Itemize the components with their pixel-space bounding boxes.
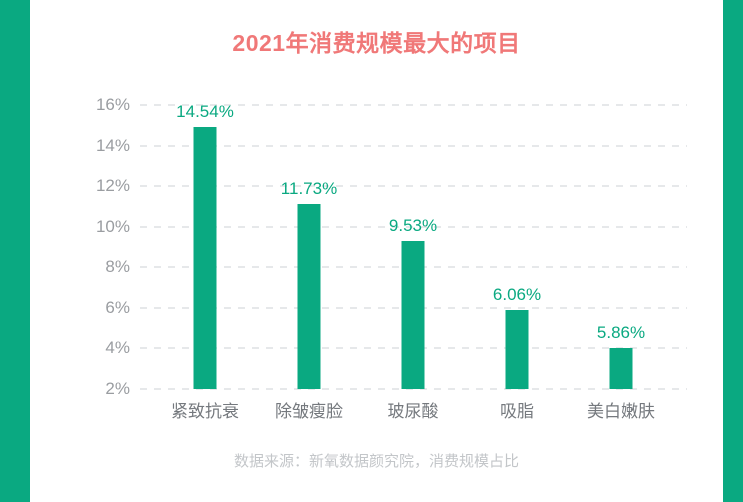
- gridline: [140, 388, 687, 390]
- y-tick-label: 12%: [95, 176, 130, 196]
- bar: [297, 204, 321, 389]
- gridline: [140, 185, 687, 188]
- category-label: 紧致抗衰: [171, 402, 239, 421]
- bar: [401, 240, 425, 389]
- chart-title: 2021年消费规模最大的项目: [232, 30, 521, 56]
- y-axis: 16% 14% 12% 10% 8% 6% 4% 2%: [58, 96, 130, 398]
- bar-slot: 14.54%: [153, 102, 257, 389]
- bar-value-label: 14.54%: [176, 102, 234, 122]
- y-tick-label: 6%: [105, 297, 130, 317]
- bar: [609, 348, 633, 389]
- gridline: [140, 104, 687, 106]
- bar-slot: 9.53%: [361, 105, 465, 389]
- bars-area: 14.54% 11.73% 9.53% 6.06% 5.86%: [153, 102, 673, 389]
- category-label: 玻尿酸: [387, 402, 439, 421]
- category-label: 除皱瘦脸: [275, 402, 343, 421]
- bar: [505, 309, 529, 389]
- y-tick-label: 4%: [105, 338, 130, 358]
- y-tick-label: 2%: [105, 379, 130, 398]
- y-tick-label: 16%: [95, 95, 130, 114]
- y-tick-label: 10%: [95, 216, 130, 236]
- bar-value-label: 9.53%: [388, 215, 438, 235]
- bar-value-label: 5.86%: [596, 323, 646, 343]
- category-label: 美白嫩肤: [587, 402, 655, 421]
- gridline: [140, 225, 687, 228]
- bar-slot: 11.73%: [257, 105, 361, 389]
- left-green-strip: [0, 0, 30, 502]
- bar-value-label: 11.73%: [280, 179, 338, 199]
- source-note: 数据来源：新氧数据颜究院，消费规模占比: [233, 453, 519, 470]
- category-label: 吸脂: [500, 402, 534, 421]
- bar-slot: 6.06%: [465, 105, 569, 389]
- right-green-strip: [723, 0, 743, 502]
- y-tick-label: 8%: [105, 257, 130, 277]
- x-axis: 紧致抗衰 除皱瘦脸 玻尿酸 吸脂 美白嫩肤: [153, 400, 673, 424]
- bar: [193, 127, 217, 389]
- bar-slot: 5.86%: [569, 105, 673, 389]
- y-tick-label: 14%: [95, 135, 130, 155]
- gridline: [140, 144, 687, 147]
- bar-value-label: 6.06%: [492, 284, 542, 304]
